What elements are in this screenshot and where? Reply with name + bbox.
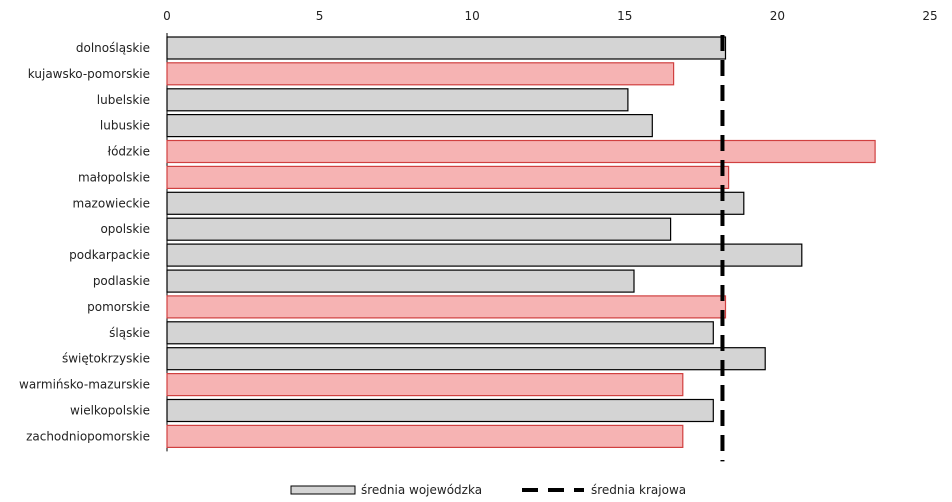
category-label: dolnośląskie (76, 41, 150, 55)
bar-7 (166, 217, 672, 241)
category-label: podlaskie (93, 274, 150, 288)
legend: średnia wojewódzka średnia krajowa (290, 483, 686, 497)
x-tick-label: 25 (922, 9, 937, 23)
legend-label-bar: średnia wojewódzka (361, 483, 482, 497)
category-labels: dolnośląskie kujawsko-pomorskie lubelskie l… (19, 41, 150, 443)
category-label: wielkopolskie (70, 404, 150, 418)
x-tick-label: 15 (617, 9, 632, 23)
bar-2 (166, 88, 629, 112)
legend-label-line: średnia krajowa (591, 483, 686, 497)
bar-1 (166, 62, 675, 86)
legend-swatch-bar (290, 485, 356, 495)
bar-4 (166, 139, 876, 164)
category-label: świętokrzyskie (62, 352, 150, 366)
bar-11 (166, 321, 714, 345)
category-label: zachodniopomorskie (26, 429, 150, 443)
category-label: śląskie (109, 326, 150, 340)
category-label: mazowieckie (73, 196, 150, 210)
category-label: kujawsko-pomorskie (28, 67, 150, 81)
bar-6 (166, 191, 745, 215)
x-tick-label: 10 (465, 9, 480, 23)
bar-10 (166, 295, 727, 319)
x-axis: 0 5 10 15 20 25 (163, 9, 938, 452)
bars (166, 36, 876, 448)
category-label: lubuskie (100, 119, 150, 133)
bar-14 (166, 398, 714, 423)
category-label: małopolskie (78, 170, 150, 184)
bar-5 (166, 165, 730, 189)
bar-12 (166, 347, 766, 371)
x-tick-label: 20 (770, 9, 785, 23)
bar-15 (166, 424, 684, 448)
category-label: opolskie (100, 222, 150, 236)
bar-8 (166, 243, 803, 267)
bar-3 (166, 113, 653, 138)
x-tick-label: 0 (163, 9, 171, 23)
category-label: łódzkie (108, 145, 150, 159)
category-label: lubelskie (97, 93, 150, 107)
category-label: pomorskie (87, 300, 150, 314)
category-label: podkarpackie (69, 248, 150, 262)
bar-9 (166, 269, 635, 293)
bar-13 (166, 373, 684, 397)
x-tick-label: 5 (316, 9, 324, 23)
bar-0 (166, 36, 727, 60)
category-label: warmińsko-mazurskie (19, 378, 150, 392)
